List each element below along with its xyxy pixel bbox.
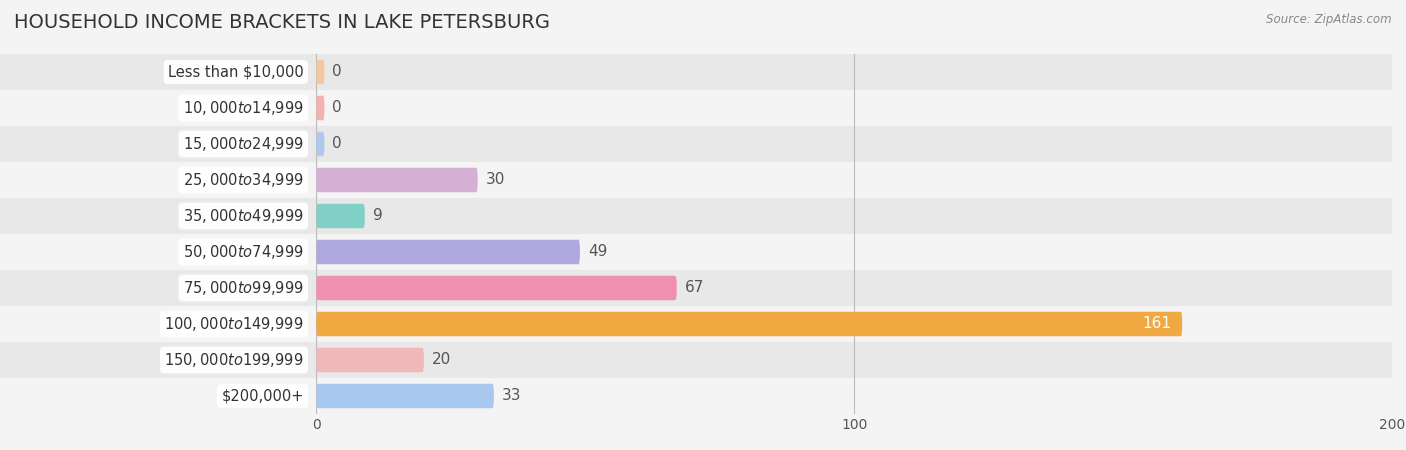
Text: 0: 0 <box>332 100 342 116</box>
Bar <box>316 54 1392 90</box>
FancyBboxPatch shape <box>316 312 1182 336</box>
Text: Less than $10,000: Less than $10,000 <box>167 64 304 80</box>
Bar <box>0 306 316 342</box>
Text: 161: 161 <box>1143 316 1171 332</box>
Bar <box>0 342 316 378</box>
Bar <box>316 234 1392 270</box>
Text: $50,000 to $74,999: $50,000 to $74,999 <box>183 243 304 261</box>
Bar <box>316 342 1392 378</box>
Bar <box>316 270 1392 306</box>
Bar <box>316 306 1392 342</box>
Bar <box>316 126 1392 162</box>
Text: 0: 0 <box>332 64 342 80</box>
Text: 30: 30 <box>485 172 505 188</box>
Text: HOUSEHOLD INCOME BRACKETS IN LAKE PETERSBURG: HOUSEHOLD INCOME BRACKETS IN LAKE PETERS… <box>14 14 550 32</box>
Bar <box>0 54 316 90</box>
Text: $35,000 to $49,999: $35,000 to $49,999 <box>183 207 304 225</box>
Bar <box>0 90 316 126</box>
Text: 20: 20 <box>432 352 451 368</box>
Text: $25,000 to $34,999: $25,000 to $34,999 <box>183 171 304 189</box>
Bar <box>316 162 1392 198</box>
FancyBboxPatch shape <box>316 96 325 120</box>
Text: 67: 67 <box>685 280 704 296</box>
FancyBboxPatch shape <box>316 276 676 300</box>
FancyBboxPatch shape <box>316 60 325 84</box>
FancyBboxPatch shape <box>316 168 478 192</box>
Text: $200,000+: $200,000+ <box>221 388 304 404</box>
FancyBboxPatch shape <box>316 240 579 264</box>
FancyBboxPatch shape <box>316 384 494 408</box>
FancyBboxPatch shape <box>316 204 364 228</box>
Bar <box>0 126 316 162</box>
Bar <box>0 270 316 306</box>
Text: 0: 0 <box>332 136 342 152</box>
Text: $100,000 to $149,999: $100,000 to $149,999 <box>165 315 304 333</box>
Text: $75,000 to $99,999: $75,000 to $99,999 <box>183 279 304 297</box>
Text: 9: 9 <box>373 208 382 224</box>
Text: $15,000 to $24,999: $15,000 to $24,999 <box>183 135 304 153</box>
Bar <box>0 162 316 198</box>
FancyBboxPatch shape <box>316 132 325 156</box>
Bar <box>316 90 1392 126</box>
Bar <box>316 198 1392 234</box>
Text: $10,000 to $14,999: $10,000 to $14,999 <box>183 99 304 117</box>
Bar <box>0 198 316 234</box>
FancyBboxPatch shape <box>316 348 425 372</box>
Text: 49: 49 <box>588 244 607 260</box>
Text: 33: 33 <box>502 388 522 404</box>
Bar <box>0 378 316 414</box>
Text: Source: ZipAtlas.com: Source: ZipAtlas.com <box>1267 14 1392 27</box>
Bar <box>0 234 316 270</box>
Bar <box>316 378 1392 414</box>
Text: $150,000 to $199,999: $150,000 to $199,999 <box>165 351 304 369</box>
